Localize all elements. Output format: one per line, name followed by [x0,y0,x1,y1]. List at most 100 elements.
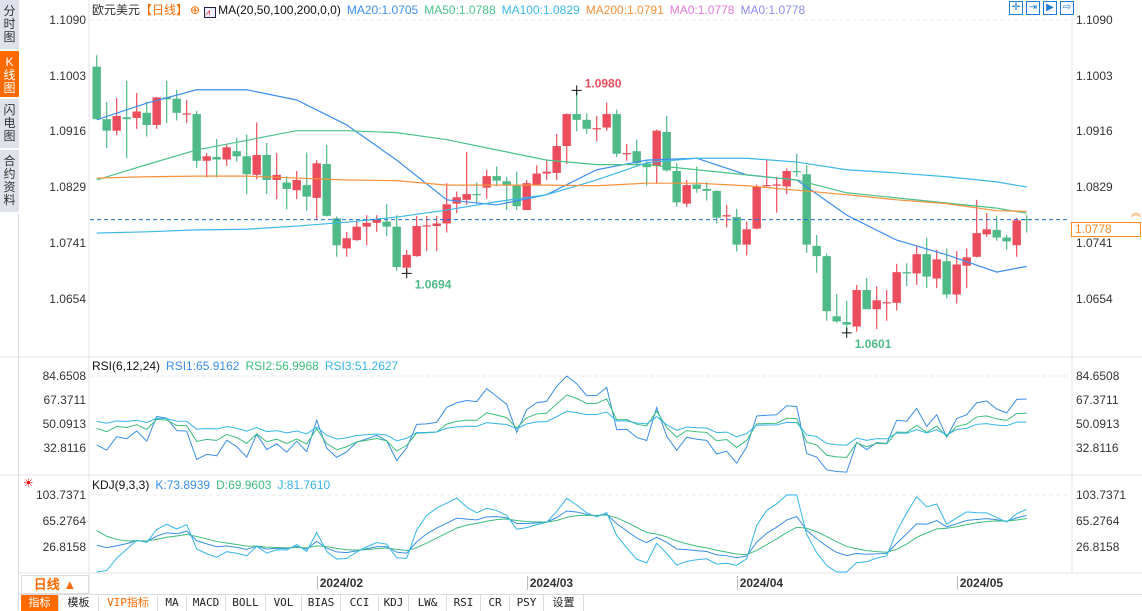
candle-body [802,174,811,245]
candle [902,263,911,287]
candle [512,171,521,211]
candle [182,99,191,124]
candle [112,98,121,136]
indicator-settings-icon[interactable]: ☀ [23,476,34,490]
candle-body [492,176,501,181]
candle [872,286,881,330]
indicator-tab-ma[interactable]: MA [158,595,187,611]
candle [922,237,931,289]
candle-body [982,229,991,235]
indicator-tab-cn-1[interactable]: 模板 [59,595,99,611]
date-tick-label: 2024/04 [736,576,783,590]
price-tick-label: 1.0741 [49,236,86,251]
candle-body [902,272,911,274]
price-tick-label: 1.0829 [1076,180,1113,194]
side-tab-flash[interactable]: 闪电图 [0,99,19,150]
indicator-tab-cci[interactable]: CCI [341,595,379,611]
add-compare-icon[interactable]: ⊕ [190,3,201,17]
candle-body [502,181,511,186]
scroll-to-end-icon[interactable]: ⇨ [1060,1,1074,15]
rsi-tick-label: 67.3711 [1076,393,1119,407]
candle-body [142,112,151,125]
zoom-in-icon[interactable]: ⇥ [1026,1,1040,15]
rsi-params[interactable]: RSI(6,12,24) [92,359,161,373]
candle [262,142,271,195]
indicator-tab-psy[interactable]: PSY [510,595,544,611]
candle [612,109,621,157]
extreme-marker [401,268,412,279]
indicator-tab-vol[interactable]: VOL [266,595,302,611]
side-tab-timeshare[interactable]: 分时图 [0,0,19,51]
crosshair-icon[interactable]: ✛ [1009,1,1023,15]
ma-legend-item: MA100:1.0829 [501,3,580,17]
candle-body [972,233,981,257]
candle [382,204,391,237]
candle-body [852,290,861,327]
candle [862,277,871,310]
kdj-params[interactable]: KDJ(9,3,3) [92,478,150,492]
candle-body [362,222,371,227]
indicator-toolbar: 指标 模板 VIP指标 MA MACD BOLL VOL BIAS CCI KDJ LW& RSI CR… [19,594,1142,611]
price-tick-label: 1.1090 [1076,13,1113,27]
candle-body [692,184,701,189]
indicator-tab-bias[interactable]: BIAS [302,595,341,611]
indicator-tab-lw&[interactable]: LW& [409,595,447,611]
indicator-tab-cn-0[interactable]: 指标 [21,595,59,611]
candle-body [102,119,111,131]
candle [732,208,741,252]
price-tick-label: 1.0741 [1076,236,1113,251]
rsi3-value: RSI3:51.2627 [324,359,399,373]
candle [942,248,951,299]
candle [132,92,141,129]
scroll-up-icon[interactable]: ︽ [1131,208,1141,219]
candle [692,166,701,193]
candle [1022,215,1031,233]
price-tick-label: 1.1003 [1076,68,1113,83]
date-tick-label: 2024/05 [956,576,1003,590]
side-tab-contract-info[interactable]: 合约资料 [0,150,19,214]
indicator-tab-macd[interactable]: MACD [187,595,226,611]
candle [372,215,381,232]
indicator-tab-cr[interactable]: CR [481,595,510,611]
indicator-tab-kdj[interactable]: KDJ [379,595,409,611]
zoom-out-icon[interactable]: ▶ [1043,1,1057,15]
candle-body [872,300,881,310]
indicator-tab-vip[interactable]: VIP指标 [99,595,158,611]
candle [292,171,301,200]
kdj-d-line [96,514,1027,556]
rsi2-line [96,394,1027,458]
candle-body [122,117,131,120]
candle-body [372,219,381,223]
candle-body [672,171,681,203]
indicator-tab-boll[interactable]: BOLL [226,595,266,611]
extreme-label: 1.0980 [585,76,622,90]
candle-body [442,204,451,224]
extreme-marker [571,85,582,96]
candle-body [842,322,851,325]
candle-body [612,114,621,154]
price-tick-label: 1.1003 [49,68,86,83]
side-tab-kline[interactable]: K线图 [0,51,19,99]
candle-body [662,131,671,171]
kdj-tick-label: 26.8158 [42,539,86,554]
kdj-tick-label: 26.8158 [1076,539,1120,554]
price-tick-label: 1.0916 [49,124,86,139]
candle [502,176,511,211]
rsi-tick-label: 50.0913 [42,417,86,431]
candle [282,176,291,210]
candle [742,221,751,256]
candle-body [932,259,941,279]
date-tick-label: 2024/02 [316,576,363,590]
candle [882,290,891,321]
candle [642,159,651,186]
candle-body [602,114,611,128]
ma-indicator-icon[interactable]: ⩘ [204,7,217,18]
candle [722,204,731,228]
candle-body [342,238,351,249]
period-selector[interactable]: 日线 ▲ [21,575,89,594]
indicator-tab-cn-14[interactable]: 设置 [544,595,584,611]
indicator-tab-rsi[interactable]: RSI [447,595,481,611]
price-tick-label: 1.0654 [49,291,86,306]
ma-params[interactable]: MA(20,50,100,200,0,0) [218,3,341,17]
